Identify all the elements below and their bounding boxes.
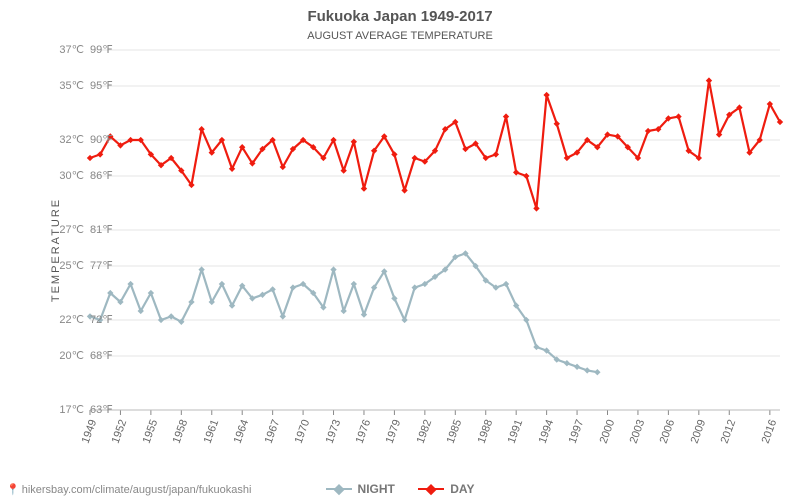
xtick: 1988: [475, 418, 495, 445]
legend-night-label: NIGHT: [358, 482, 395, 496]
ytick-c: 32℃: [44, 133, 84, 146]
ytick-c: 35℃: [44, 79, 84, 92]
xtick: 1970: [293, 418, 313, 445]
legend-day: DAY: [418, 482, 474, 496]
legend-night: NIGHT: [326, 482, 395, 496]
ytick-f: 72℉: [90, 313, 113, 326]
xtick: 1958: [171, 418, 191, 445]
chart-subtitle: AUGUST AVERAGE TEMPERATURE: [0, 30, 800, 42]
xtick: 1964: [232, 418, 252, 445]
xtick: 1955: [141, 418, 161, 445]
xtick: 1982: [414, 418, 434, 445]
series-layer: [90, 50, 780, 410]
legend-night-line: [326, 488, 352, 490]
xtick: 1967: [262, 418, 282, 445]
ytick-c: 20℃: [44, 349, 84, 362]
legend-day-line: [418, 488, 444, 490]
chart-title: Fukuoka Japan 1949-2017: [0, 8, 800, 25]
xtick: 2016: [759, 418, 779, 445]
xtick: 1985: [445, 418, 465, 445]
ytick-f: 68℉: [90, 349, 113, 362]
xtick: 1997: [567, 418, 587, 445]
ytick-f: 77℉: [90, 259, 113, 272]
xtick: 1991: [506, 418, 526, 445]
xtick: 1973: [323, 418, 343, 445]
legend-day-label: DAY: [450, 482, 474, 496]
xtick: 2006: [658, 418, 678, 445]
xtick: 2012: [719, 418, 739, 445]
ytick-c: 22℃: [44, 313, 84, 326]
xtick: 1961: [201, 418, 221, 445]
xtick: 1994: [536, 418, 556, 445]
ytick-f: 63℉: [90, 403, 113, 416]
xtick: 1952: [110, 418, 130, 445]
ytick-c: 17℃: [44, 403, 84, 416]
ytick-c: 27℃: [44, 223, 84, 236]
ytick-f: 86℉: [90, 169, 113, 182]
xtick: 2000: [597, 418, 617, 445]
ytick-c: 37℃: [44, 43, 84, 56]
ytick-c: 30℃: [44, 169, 84, 182]
xtick: 1979: [384, 418, 404, 445]
ytick-f: 81℉: [90, 223, 113, 236]
legend-night-marker: [333, 484, 344, 495]
xtick: 1949: [80, 418, 100, 445]
y-axis-label: TEMPERATURE: [50, 198, 62, 302]
pin-icon: 📍: [6, 484, 20, 496]
ytick-c: 25℃: [44, 259, 84, 272]
ytick-f: 95℉: [90, 79, 113, 92]
xtick: 1976: [354, 418, 374, 445]
ytick-f: 90℉: [90, 133, 113, 146]
xtick: 2009: [688, 418, 708, 445]
footer: 📍hikersbay.com/climate/august/japan/fuku…: [6, 483, 251, 496]
ytick-f: 99℉: [90, 43, 113, 56]
footer-url: hikersbay.com/climate/august/japan/fukuo…: [22, 484, 252, 496]
xtick: 2003: [628, 418, 648, 445]
plot-area: [90, 50, 780, 410]
legend-day-marker: [426, 484, 437, 495]
